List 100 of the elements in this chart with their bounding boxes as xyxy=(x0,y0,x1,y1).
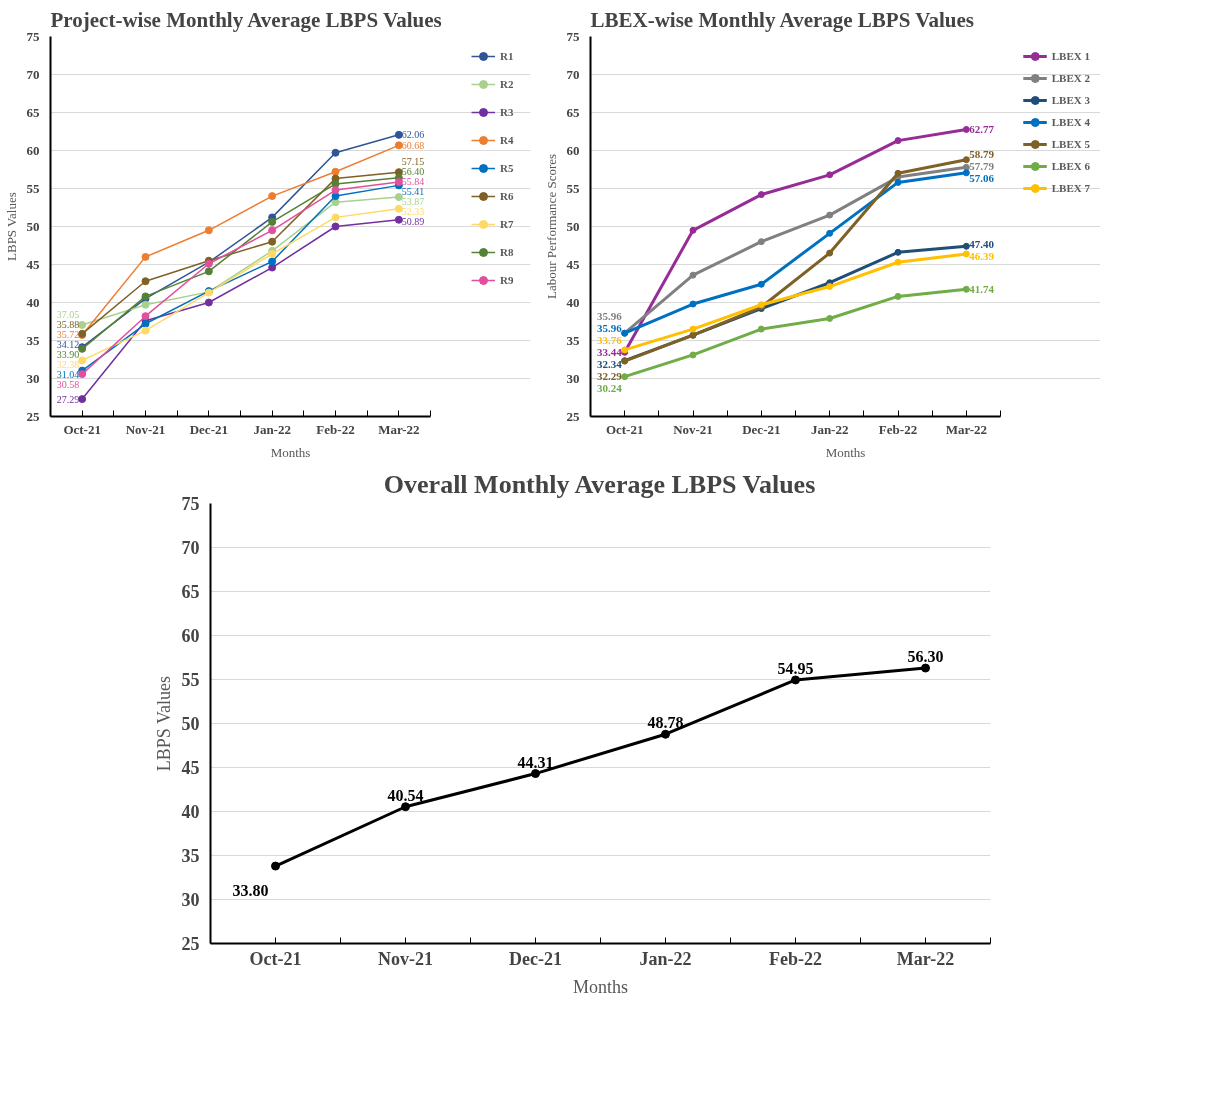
data-label: 56.40 xyxy=(401,166,425,178)
data-label: 55.84 xyxy=(401,176,425,188)
data-label: 56.30 xyxy=(907,648,944,666)
legend-label: R9 xyxy=(500,274,515,286)
data-label: 35.72 xyxy=(56,328,80,340)
legend-label: R1 xyxy=(500,50,515,62)
data-label: 46.39 xyxy=(969,249,995,262)
x-tick-label: Jan-22 xyxy=(639,948,692,969)
data-label: 32.34 xyxy=(596,357,623,370)
y-tick-label: 70 xyxy=(181,538,200,558)
legend-label: LBEX 7 xyxy=(1051,182,1090,194)
y-axis-title: Labour Performance Scores xyxy=(543,153,559,300)
y-tick-label: 75 xyxy=(566,28,580,44)
y-tick-label: 25 xyxy=(566,408,580,424)
legend-label: R3 xyxy=(500,106,515,118)
legend-label: LBEX 4 xyxy=(1051,116,1090,128)
data-label: 57.15 xyxy=(401,156,425,168)
x-axis-title: Months xyxy=(825,444,866,460)
data-label: 35.88 xyxy=(56,318,80,330)
chart-title: Overall Monthly Average LBPS Values xyxy=(383,469,816,499)
legend-label: LBEX 5 xyxy=(1051,138,1090,150)
y-tick-label: 30 xyxy=(181,890,200,910)
legend-label: R8 xyxy=(500,246,515,258)
x-tick-label: Oct-21 xyxy=(605,421,644,437)
legend-label: LBEX 6 xyxy=(1051,160,1090,172)
y-tick-label: 50 xyxy=(566,218,580,234)
data-label: 44.31 xyxy=(517,753,554,771)
data-label: 52.33 xyxy=(401,206,425,218)
data-label: 57.06 xyxy=(969,172,995,185)
data-label: 57.79 xyxy=(969,160,995,173)
y-tick-label: 60 xyxy=(181,626,200,646)
x-tick-label: Jan-22 xyxy=(253,421,291,437)
data-label: 33.90 xyxy=(56,348,80,360)
x-tick-label: Jan-22 xyxy=(810,421,849,437)
data-label: 35.96 xyxy=(596,309,623,322)
y-tick-label: 60 xyxy=(566,142,580,158)
y-tick-label: 35 xyxy=(566,332,580,348)
y-tick-label: 65 xyxy=(181,582,200,602)
data-label: 55.41 xyxy=(401,186,425,198)
chart-title: Project-wise Monthly Average LBPS Values xyxy=(50,7,442,32)
y-tick-label: 50 xyxy=(181,714,200,734)
y-axis-title: LBPS Values xyxy=(3,192,19,261)
data-label: 32.38 xyxy=(56,358,80,370)
x-tick-label: Dec-21 xyxy=(509,948,562,969)
data-label: 47.40 xyxy=(969,237,995,250)
legend-label: LBEX 2 xyxy=(1051,72,1090,84)
y-tick-label: 45 xyxy=(181,758,200,778)
legend-label: LBEX 1 xyxy=(1051,50,1090,62)
legend-label: R5 xyxy=(500,162,515,174)
data-label: 33.76 xyxy=(596,333,623,346)
y-tick-label: 45 xyxy=(566,256,580,272)
y-tick-label: 55 xyxy=(181,670,200,690)
data-label: 27.29 xyxy=(56,393,80,405)
y-tick-label: 35 xyxy=(26,332,40,348)
data-label: 62.06 xyxy=(401,129,425,141)
data-label: 37.05 xyxy=(56,308,80,320)
y-tick-label: 60 xyxy=(26,142,40,158)
x-tick-label: Oct-21 xyxy=(249,948,302,969)
data-label: 34.12 xyxy=(56,338,80,350)
data-label: 30.24 xyxy=(596,381,623,394)
x-axis-title: Months xyxy=(572,976,629,997)
chart-title: LBEX-wise Monthly Average LBPS Values xyxy=(590,7,974,32)
x-tick-label: Nov-21 xyxy=(125,421,166,437)
x-tick-label: Nov-21 xyxy=(673,421,713,437)
x-tick-label: Feb-22 xyxy=(769,948,823,969)
y-tick-label: 40 xyxy=(26,294,40,310)
data-label: 32.29 xyxy=(596,369,623,382)
y-tick-label: 70 xyxy=(566,66,580,82)
x-tick-label: Nov-21 xyxy=(378,948,433,969)
y-tick-label: 25 xyxy=(26,408,40,424)
x-tick-label: Mar-22 xyxy=(945,421,988,437)
data-label: 35.96 xyxy=(596,321,623,334)
data-label: 40.54 xyxy=(387,786,424,804)
data-label: 31.04 xyxy=(56,368,80,380)
data-label: 33.44 xyxy=(596,345,623,358)
x-axis-title: Months xyxy=(270,444,311,460)
legend-label: LBEX 3 xyxy=(1051,94,1090,106)
data-label: 30.58 xyxy=(56,378,80,390)
data-label: 50.89 xyxy=(401,216,425,228)
data-label: 54.95 xyxy=(777,659,814,677)
y-tick-label: 50 xyxy=(26,218,40,234)
legend-label: R6 xyxy=(500,190,515,202)
y-tick-label: 30 xyxy=(26,370,40,386)
x-tick-label: Dec-21 xyxy=(742,421,781,437)
data-label: 58.79 xyxy=(969,148,995,161)
legend-label: R2 xyxy=(500,78,515,90)
y-axis-title: LBPS Values xyxy=(153,676,174,772)
x-tick-label: Mar-22 xyxy=(378,421,420,437)
y-tick-label: 75 xyxy=(26,28,40,44)
y-tick-label: 65 xyxy=(566,104,580,120)
x-tick-label: Feb-22 xyxy=(878,421,918,437)
data-label: 60.68 xyxy=(401,139,425,151)
y-tick-label: 25 xyxy=(181,934,200,954)
y-tick-label: 30 xyxy=(566,370,580,386)
x-tick-label: Feb-22 xyxy=(316,421,355,437)
x-tick-label: Mar-22 xyxy=(896,948,955,969)
data-label: 48.78 xyxy=(647,714,684,732)
x-tick-label: Oct-21 xyxy=(63,421,101,437)
data-label: 41.74 xyxy=(969,282,995,295)
y-tick-label: 55 xyxy=(26,180,40,196)
